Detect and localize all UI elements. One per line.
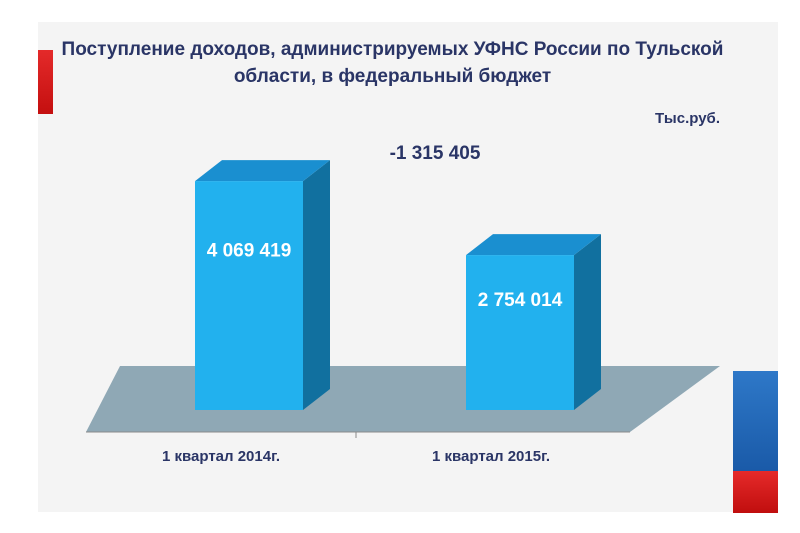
bar-front-face [466,255,574,410]
bar-top-face [466,234,601,256]
category-label-2015: 1 квартал 2015г. [431,448,550,465]
unit-label: Тыс.руб. [654,110,720,127]
bar-front-face [195,181,303,410]
category-label-2014: 1 квартал 2014г. [161,448,280,465]
difference-label: -1 315 405 [389,143,481,164]
chart-floor [86,366,720,432]
chart-title: Поступление доходов, администрируемых УФ… [61,39,724,87]
decorative-blue-block-right [733,371,778,471]
decorative-red-bar-left [38,50,53,114]
bar-2015 [466,234,601,410]
decorative-red-block-right [733,471,778,513]
bar-2014 [195,160,330,410]
bar-side-face [303,160,330,410]
bar-top-face [195,160,330,182]
bar-side-face [574,234,601,410]
value-label-2015: 2 754 014 [478,290,563,311]
value-label-2014: 4 069 419 [207,241,292,262]
